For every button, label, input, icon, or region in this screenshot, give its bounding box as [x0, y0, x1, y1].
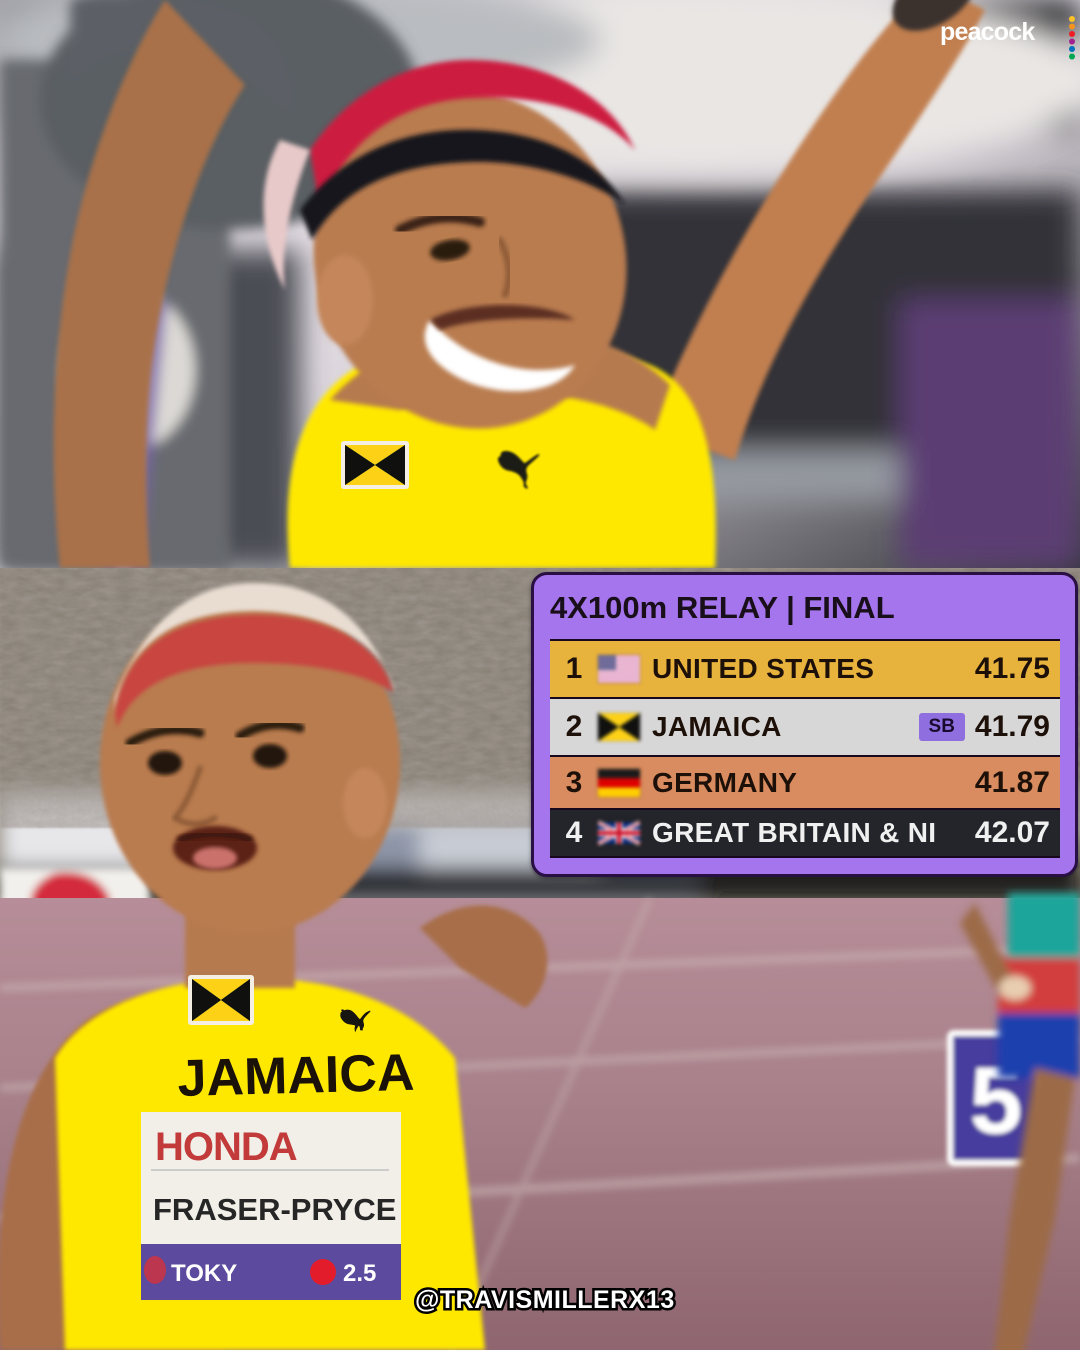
svg-text:FRASER-PRYCE: FRASER-PRYCE — [153, 1192, 396, 1227]
svg-text:peacock: peacock — [940, 18, 1035, 46]
svg-text:2.5: 2.5 — [343, 1260, 376, 1287]
svg-text:TOKY: TOKY — [171, 1260, 237, 1287]
svg-text:JAMAICA: JAMAICA — [177, 1044, 415, 1108]
svg-text:@TRAVISMILLERX13: @TRAVISMILLERX13 — [415, 1286, 675, 1314]
svg-text:HONDA: HONDA — [155, 1125, 297, 1169]
